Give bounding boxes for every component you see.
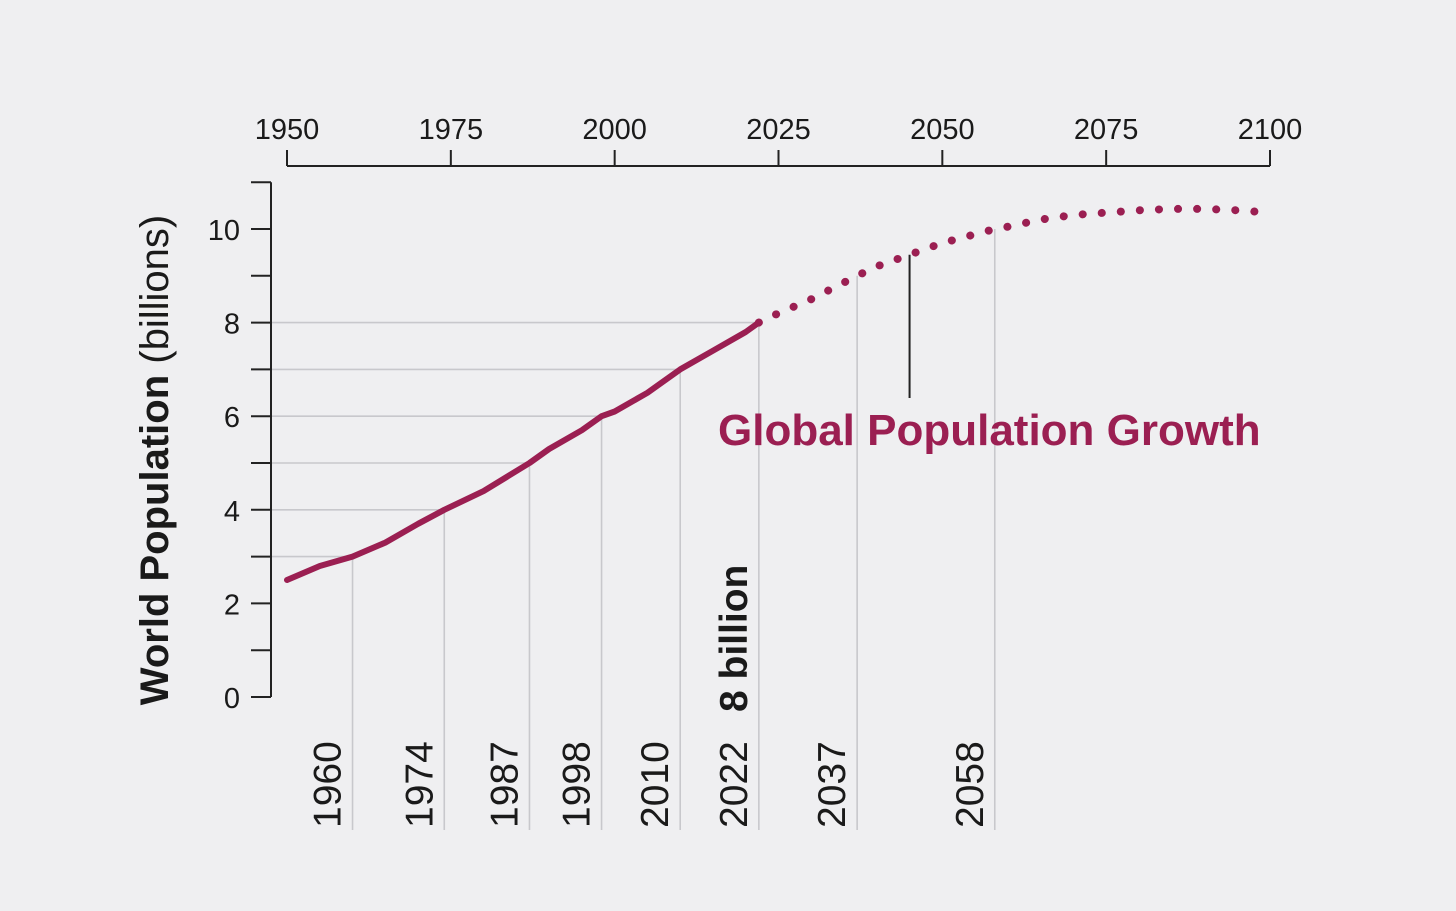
x-tick-label-1975: 1975 [419,114,484,146]
y-axis-label-unit: (billions) [133,215,177,364]
y-tick-label-8: 8 [224,309,240,341]
x-tick-label-2000: 2000 [582,114,647,146]
x-tick-label-2050: 2050 [910,114,975,146]
series-solid-line [284,319,762,583]
milestone-label-1960: 1960 [307,741,350,828]
milestone-label-1987: 1987 [484,741,527,828]
y-tick-label-4: 4 [224,496,240,528]
milestone-label-2010: 2010 [634,741,677,828]
axes-layer [251,150,1271,698]
series-dotted-line [754,204,1274,327]
milestone-label-2058: 2058 [949,741,992,828]
y-tick-label-10: 10 [208,215,240,247]
milestone-label-1998: 1998 [556,741,599,828]
y-axis-label-main: World Population [133,364,177,705]
milestone-label-2037: 2037 [811,741,854,828]
milestone-label-1974: 1974 [398,741,441,828]
milestone-extra-label: 8 billion [713,565,756,712]
x-tick-label-2025: 2025 [746,114,811,146]
series-layer [284,204,1274,583]
x-tick-label-1950: 1950 [255,114,320,146]
milestone-lines-layer [351,229,996,830]
y-tick-label-2: 2 [224,589,240,621]
y-tick-label-0: 0 [224,683,240,715]
y-tick-label-6: 6 [224,402,240,434]
x-tick-label-2100: 2100 [1238,114,1303,146]
y-axis-label: World Population (billions) [133,215,177,705]
chart-title: Global Population Growth [718,406,1261,455]
grid-layer [271,321,759,558]
labels-layer: 1950 1975 2000 2025 2050 2075 2100 0 2 4 6 8 10 World… [133,114,1302,828]
x-tick-label-2075: 2075 [1074,114,1139,146]
milestone-label-2022: 2022 [713,741,756,828]
